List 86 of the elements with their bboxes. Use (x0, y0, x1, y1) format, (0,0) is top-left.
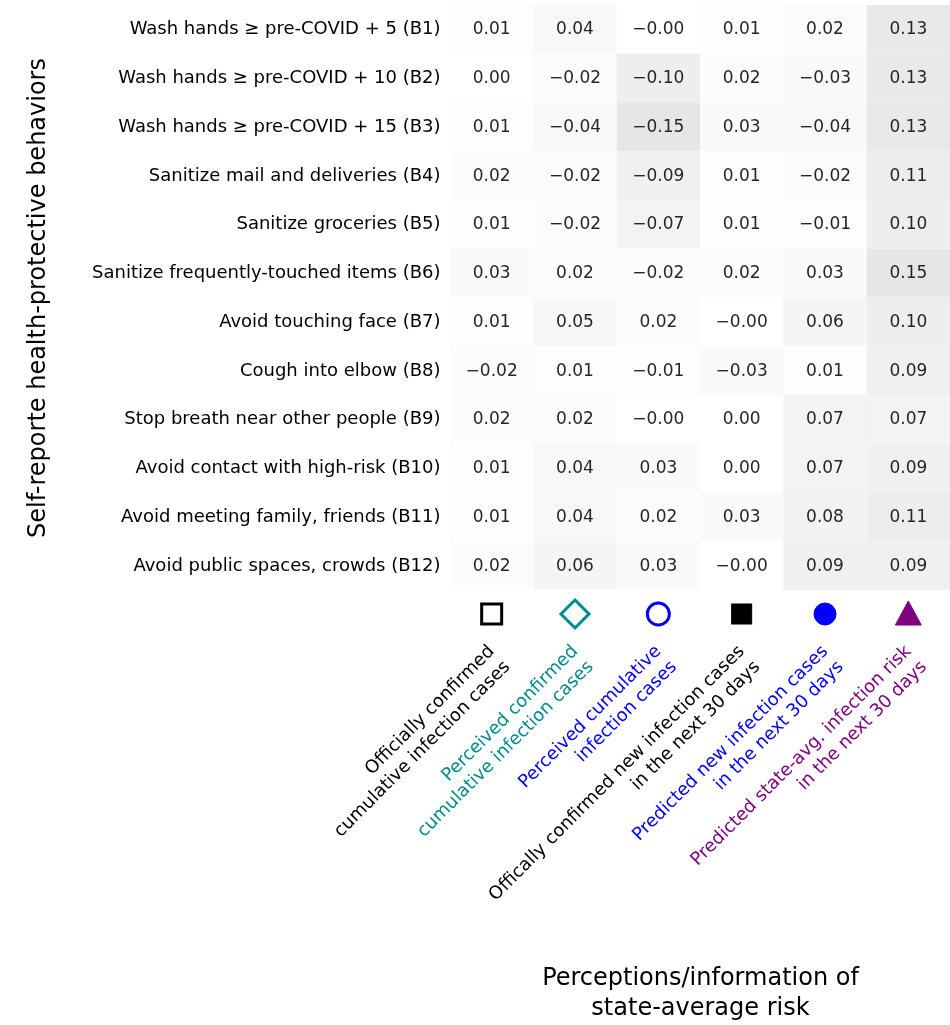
data-label: −0.02 (465, 359, 518, 380)
data-label: −0.09 (632, 164, 685, 185)
y-tick-label: Sanitize groceries (B5) (236, 212, 441, 234)
data-label: 0.09 (806, 554, 844, 575)
data-label: 0.01 (472, 115, 511, 136)
data-label: 0.04 (556, 505, 594, 526)
data-label: 0.06 (556, 554, 594, 575)
data-label: −0.02 (548, 67, 602, 88)
y-axis-title: Self-reporte health-protective behaviors (22, 58, 51, 538)
data-label: 0.11 (889, 505, 928, 526)
data-label: 0.02 (556, 262, 594, 283)
data-label: −0.01 (632, 359, 685, 380)
data-label: 0.01 (722, 18, 761, 39)
data-label: 0.11 (889, 164, 928, 185)
data-label: 0.06 (806, 310, 844, 331)
x-axis-title: Perceptions/information of state-average risk (542, 962, 860, 1021)
data-label: −0.02 (632, 262, 685, 283)
data-label: 0.09 (889, 457, 928, 478)
data-label: 0.03 (722, 505, 761, 526)
data-label: 0.01 (472, 505, 511, 526)
data-label: −0.02 (548, 213, 602, 234)
data-label: 0.03 (806, 262, 844, 283)
data-label: −0.15 (632, 115, 685, 136)
y-tick-label: Cough into elbow (B8) (239, 358, 441, 380)
data-label: 0.13 (889, 115, 928, 136)
data-label: 0.03 (639, 554, 678, 575)
data-label: 0.13 (889, 67, 928, 88)
data-label: 0.01 (556, 359, 594, 380)
data-label: 0.02 (556, 408, 594, 429)
data-label: 0.02 (639, 310, 678, 331)
data-label: 0.05 (556, 310, 594, 331)
data-label: 0.01 (472, 213, 511, 234)
data-label: 0.07 (806, 408, 844, 429)
data-label: 0.01 (806, 359, 844, 380)
y-tick-label: Avoid contact with high-risk (B10) (135, 456, 441, 478)
data-label: 0.02 (722, 67, 761, 88)
data-label: −0.04 (798, 115, 852, 136)
y-tick-label: Wash hands ≥ pre-COVID + 5 (B1) (129, 17, 441, 39)
data-label: 0.08 (806, 505, 844, 526)
data-label: 0.03 (722, 115, 761, 136)
data-label: 0.04 (556, 457, 594, 478)
data-label: 0.04 (556, 18, 594, 39)
data-label: −0.03 (798, 67, 852, 88)
data-label: 0.02 (722, 262, 761, 283)
data-label: 0.01 (472, 310, 511, 331)
data-label: 0.01 (722, 164, 761, 185)
data-label: 0.02 (639, 505, 678, 526)
data-label: 0.03 (472, 262, 511, 283)
data-label: 0.01 (472, 18, 511, 39)
data-label: 0.00 (472, 67, 511, 88)
data-label: 0.02 (472, 408, 511, 429)
y-tick-label: Wash hands ≥ pre-COVID + 15 (B3) (118, 114, 441, 136)
data-label: −0.00 (715, 554, 768, 575)
y-tick-label: Sanitize frequently-touched items (B6) (92, 261, 441, 283)
data-label: 0.09 (889, 359, 928, 380)
data-label: 0.01 (722, 213, 761, 234)
data-label: −0.01 (798, 213, 852, 234)
data-label: 0.10 (889, 213, 928, 234)
data-label: 0.02 (472, 164, 511, 185)
y-tick-label: Sanitize mail and deliveries (B4) (148, 163, 441, 185)
y-tick-label: Stop breath near other people (B9) (124, 407, 441, 429)
y-tick-label: Avoid meeting family, friends (B11) (121, 504, 441, 526)
data-label: −0.00 (632, 18, 685, 39)
data-label: −0.07 (632, 213, 685, 234)
data-label: −0.02 (548, 164, 602, 185)
data-label: 0.15 (889, 262, 928, 283)
data-label: 0.01 (472, 457, 511, 478)
data-label: −0.00 (715, 310, 768, 331)
data-label: 0.00 (722, 457, 761, 478)
data-label: 0.07 (806, 457, 844, 478)
data-label: 0.09 (889, 554, 928, 575)
data-label: 0.13 (889, 18, 928, 39)
data-label: −0.10 (632, 67, 685, 88)
data-label: 0.02 (472, 554, 511, 575)
y-tick-label: Avoid public spaces, crowds (B12) (133, 553, 441, 575)
data-label: −0.00 (632, 408, 685, 429)
data-label: 0.00 (722, 408, 761, 429)
data-label: 0.10 (889, 310, 928, 331)
data-label: 0.07 (889, 408, 928, 429)
y-tick-label: Avoid touching face (B7) (219, 309, 441, 331)
y-tick-label: Wash hands ≥ pre-COVID + 10 (B2) (118, 66, 441, 88)
data-label: −0.03 (715, 359, 768, 380)
data-label: 0.03 (639, 457, 678, 478)
data-label: −0.04 (548, 115, 602, 136)
data-label: 0.02 (806, 18, 844, 39)
data-label: −0.02 (798, 164, 852, 185)
